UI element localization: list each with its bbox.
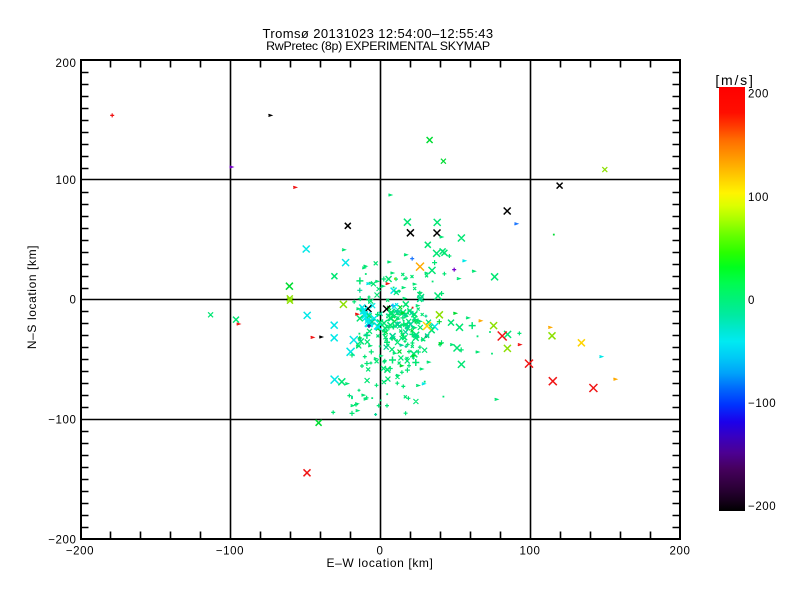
- svg-text:200: 200: [748, 89, 769, 101]
- svg-text:−200: −200: [66, 546, 94, 558]
- svg-text:0: 0: [70, 295, 77, 307]
- svg-text:[m/s]: [m/s]: [715, 72, 754, 88]
- svg-text:−100: −100: [216, 546, 244, 558]
- svg-text:RwPretec (8p) EXPERIMENTAL SKY: RwPretec (8p) EXPERIMENTAL SKYMAP: [266, 39, 490, 53]
- svg-text:−100: −100: [748, 398, 776, 410]
- svg-text:100: 100: [520, 546, 541, 558]
- svg-text:−100: −100: [48, 415, 76, 427]
- svg-text:200: 200: [56, 58, 77, 70]
- svg-text:100: 100: [56, 175, 77, 187]
- svg-text:−200: −200: [748, 501, 776, 513]
- svg-text:0: 0: [377, 546, 384, 558]
- svg-text:E–W location [km]: E–W location [km]: [327, 556, 434, 570]
- svg-text:200: 200: [670, 546, 691, 558]
- svg-text:Tromsø 20131023 12:54:00–12:55: Tromsø 20131023 12:54:00–12:55:43: [263, 26, 494, 41]
- svg-text:−200: −200: [48, 535, 76, 547]
- svg-text:100: 100: [748, 192, 769, 204]
- svg-text:0: 0: [748, 295, 755, 307]
- svg-text:N–S location [km]: N–S location [km]: [25, 245, 39, 349]
